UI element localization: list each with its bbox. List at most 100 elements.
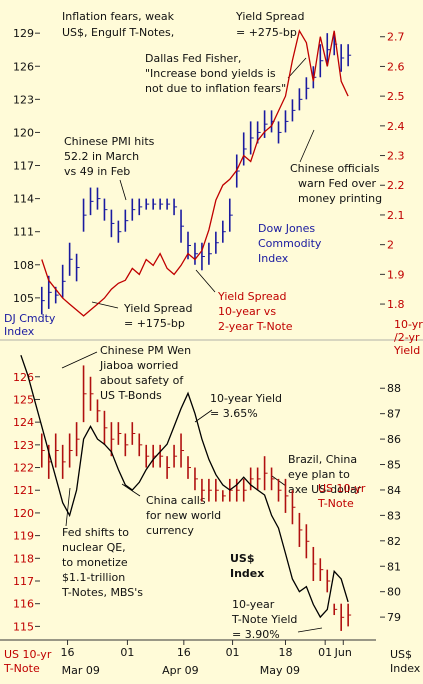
annotation: US 10-yr T-Note [317,482,366,510]
annotation-line: 10-year vs [218,305,276,318]
annotation-line: Commodity [258,237,322,250]
y2-tick-label: 2.5 [387,90,405,103]
pointer [65,487,71,527]
annotation-line: US 10-yr [318,482,366,495]
y2-tick-label: 85 [387,459,401,472]
annotation-line: "Increase bond yields is [145,67,276,80]
annotation-line: money printing [298,192,382,205]
annotation: US$ Index [230,552,264,580]
y-tick-label: 118 [13,552,34,565]
annotation: Chinese PMI hits 52.2 in March vs 49 in Fe… [64,135,155,178]
y-axis-label: US 10-yr T-Note [3,648,52,675]
y-tick-label: 119 [13,530,34,543]
y2-tick-label: 2.6 [387,60,405,73]
pointer [61,351,98,369]
pointer [287,57,307,79]
pointer [297,627,323,633]
annotation-line: axe US-dollar [288,483,362,496]
axis-label-line: Index [390,662,421,675]
pointer [121,483,141,497]
annotation-line: = 3.65% [210,407,258,420]
y2-tick-label: 2.7 [387,31,405,44]
annotation-line: nuclear QE, [62,541,126,554]
y-tick-label: 129 [13,27,34,40]
annotation-line: Dallas Fed Fisher, [145,52,241,65]
annotation-line: T-Note Yield [231,613,297,626]
y-tick-label: 126 [13,60,34,73]
y2-axis-label: US$ Index [390,648,421,675]
y2-tick-label: 88 [387,382,401,395]
y2-tick-label: 80 [387,586,401,599]
annotation: Dow Jones Commodity Index [258,222,322,265]
y-tick-label: 114 [13,193,34,206]
y-tick-label: 117 [13,575,34,588]
y2-tick-label: 83 [387,509,401,522]
y-tick-label: 115 [13,620,34,633]
pointer [299,129,315,163]
annotation-line: US T-Bonds [100,389,162,402]
annotation-line: T-Note [317,497,354,510]
x-month-label: May 09 [260,664,300,677]
axis-label-line: Yield [393,344,420,357]
annotation-line: warn Fed over [298,177,377,190]
title-line: US$, Engulf T-Notes, [62,26,174,39]
y2-tick-label: 2.1 [387,209,405,222]
x-tick-label: 18 [278,646,292,659]
y-tick-label: 123 [13,439,34,452]
annotation: Yield Spread 10-year vs 2-year T-Note [217,290,293,333]
annotation: 10-year Yield = 3.65% [210,392,282,420]
y-tick-label: 116 [13,598,34,611]
annotation-line: eye plan to [288,468,350,481]
y2-tick-label: 2.4 [387,120,405,133]
annotation-line: Chinese PM Wen [100,344,191,357]
pointer [195,269,216,293]
x-month-label: Apr 09 [162,664,199,677]
annotation-line: = +175-bp [124,317,185,330]
x-tick-label: 01 [318,646,332,659]
y-tick-label: 121 [13,484,34,497]
axis-label-line: Index [4,325,35,338]
annotation: Brazil, China eye plan to axe US-dollar [288,453,362,496]
axis-label-line: DJ Cmdty [4,312,56,325]
y2-tick-label: 86 [387,433,401,446]
annotation-line: Index [230,567,264,580]
annotation-line: Jiaboa worried [99,359,178,372]
series-line [20,354,349,619]
pointer [119,179,127,201]
annotation-line: to monetize [62,556,128,569]
x-tick-label: 16 [177,646,191,659]
annotation-line: 10-year [232,598,275,611]
x-tick-label: 16 [61,646,75,659]
axis-label-line: T-Note [3,662,40,675]
annotation-line: US$ [230,552,255,565]
annotation-line: Index [258,252,289,265]
annotation-line: Dow Jones [258,222,315,235]
annotation-line: T-Notes, MBS's [61,586,143,599]
chart-title: Inflation fears, weak US$, Engulf T-Notes… [62,10,175,39]
y-axis-label: DJ Cmdty Index [4,312,56,338]
y2-tick-label: 1.9 [387,268,405,281]
annotation-line: currency [146,524,194,537]
x-month-label: Mar 09 [62,664,100,677]
annotation-line: Yield Spread [235,10,304,23]
y2-tick-label: 2.3 [387,150,405,163]
y2-tick-label: 84 [387,484,401,497]
annotation-line: Chinese officials [290,162,380,175]
y-tick-label: 126 [13,371,34,384]
annotation-line: Brazil, China [288,453,357,466]
annotation-line: for new world [146,509,221,522]
y-tick-label: 105 [13,292,34,305]
annotation: Chinese PM Wen Jiaboa worried about safety… [99,344,191,402]
y2-tick-label: 2.2 [387,179,405,192]
y-tick-label: 120 [13,507,34,520]
annotation-line: 2-year T-Note [218,320,293,333]
annotation: Yield Spread = +175-bp [123,302,192,330]
y2-tick-label: 81 [387,560,401,573]
y2-tick-label: 82 [387,535,401,548]
y-tick-label: 122 [13,462,34,475]
annotation-line: about safety of [100,374,184,387]
annotation-line: Yield Spread [123,302,192,315]
